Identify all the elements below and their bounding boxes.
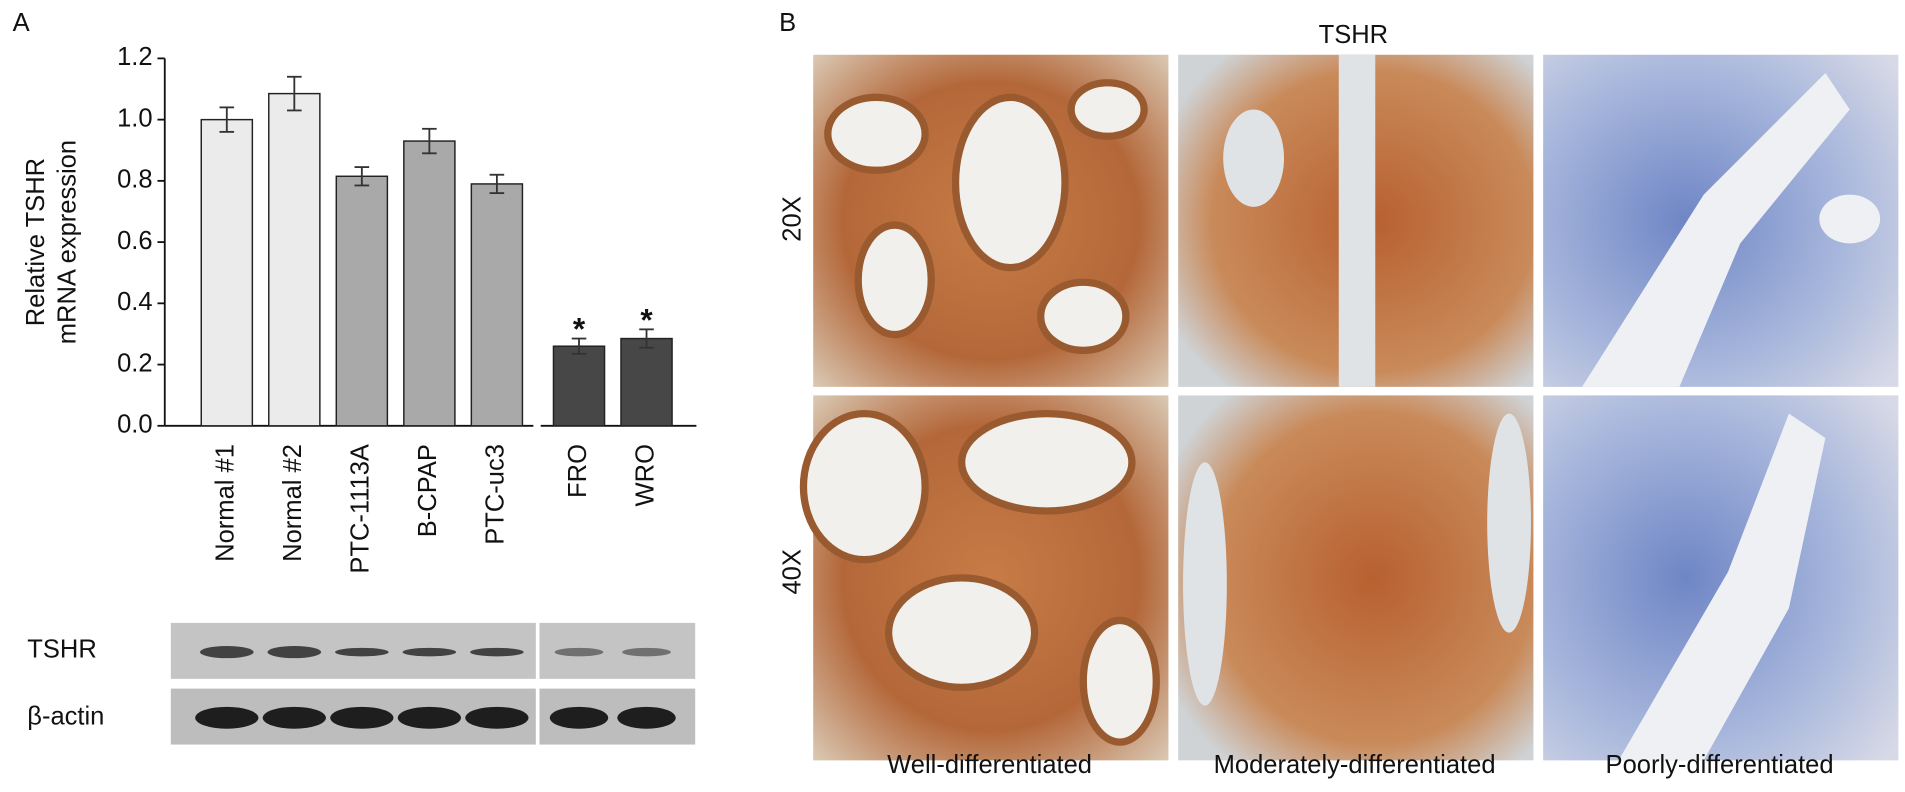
blot-band — [549, 706, 609, 729]
bar — [335, 175, 389, 427]
blot-band — [195, 706, 259, 729]
x-tick-label: Normal #2 — [279, 444, 307, 562]
panel-label: B — [779, 9, 796, 37]
y-tick-label: 1.2 — [117, 43, 153, 71]
blot-band — [330, 706, 394, 729]
column-label: Poorly-differentiated — [1606, 751, 1834, 779]
y-axis-label: mRNA expression — [53, 140, 81, 344]
micrograph — [1178, 395, 1534, 761]
bar — [552, 345, 606, 427]
bar — [470, 183, 524, 427]
histology-title: TSHR — [1319, 21, 1389, 49]
x-tick-label: PTC-uc3 — [482, 444, 510, 545]
y-tick-label: 0.4 — [117, 288, 153, 316]
blot-band — [402, 647, 457, 657]
bar — [200, 118, 254, 427]
x-tick-label: WRO — [631, 444, 659, 506]
column-label: Moderately-differentiated — [1214, 751, 1496, 779]
blot-band — [267, 646, 322, 659]
bar — [268, 92, 321, 427]
bar-chart: 0.0 0.2 0.4 0.6 0.8 1.0 1.2 Relative TSHR mRNA e… — [22, 43, 697, 574]
panel-label: A — [13, 9, 30, 37]
significance-label: * — [640, 301, 653, 337]
blot-band — [617, 706, 676, 729]
histology-panel: TSHR 20X 40X Well-differentiated Moderat… — [778, 21, 1899, 779]
y-tick-label: 1.0 — [117, 104, 153, 132]
y-tick-label: 0.6 — [117, 227, 153, 255]
significance-label: * — [573, 311, 586, 347]
bar — [403, 140, 456, 427]
stroma — [1582, 72, 1881, 761]
row-label: 20X — [778, 196, 806, 241]
blot-band — [622, 647, 671, 657]
blot-band — [554, 647, 604, 657]
x-tick-label: PTC-1113A — [347, 444, 375, 574]
stroma — [1183, 54, 1531, 706]
blot-band — [200, 646, 254, 659]
y-axis-label: Relative TSHR — [22, 158, 50, 326]
follicles — [799, 79, 1160, 746]
x-tick-label: Normal #1 — [212, 444, 240, 562]
x-tick-label: B-CPAP — [414, 444, 442, 537]
y-tick-label: 0.8 — [117, 166, 153, 194]
blot-band — [262, 706, 326, 729]
blot-row-label: TSHR — [27, 636, 97, 664]
blot-band — [397, 706, 461, 729]
western-blot: TSHR β-actin — [27, 622, 696, 745]
y-tick-label: 0.0 — [117, 411, 153, 439]
blot-band — [465, 706, 529, 729]
blot-band — [335, 647, 389, 657]
blot-row-label: β-actin — [27, 703, 104, 731]
bar — [620, 337, 673, 427]
y-tick-label: 0.2 — [117, 349, 153, 377]
column-label: Well-differentiated — [887, 751, 1092, 779]
row-label: 40X — [778, 549, 806, 594]
x-tick-label: FRO — [564, 444, 592, 498]
blot-band — [470, 647, 524, 657]
